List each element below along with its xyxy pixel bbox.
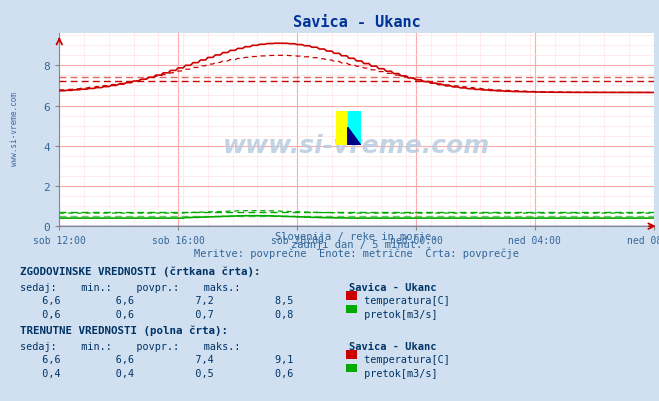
Text: Meritve: povprečne  Enote: metrične  Črta: povprečje: Meritve: povprečne Enote: metrične Črta:… xyxy=(194,246,519,258)
Text: www.si-vreme.com: www.si-vreme.com xyxy=(223,134,490,158)
Text: Savica - Ukanc: Savica - Ukanc xyxy=(349,341,437,351)
Polygon shape xyxy=(348,128,360,146)
Text: pretok[m3/s]: pretok[m3/s] xyxy=(358,368,438,378)
Text: www.si-vreme.com: www.si-vreme.com xyxy=(10,91,19,165)
Title: Savica - Ukanc: Savica - Ukanc xyxy=(293,15,420,30)
Text: zadnji dan / 5 minut.: zadnji dan / 5 minut. xyxy=(291,240,422,250)
Text: temperatura[C]: temperatura[C] xyxy=(358,296,450,306)
Text: 6,6         6,6          7,2          8,5: 6,6 6,6 7,2 8,5 xyxy=(30,296,293,306)
Text: ZGODOVINSKE VREDNOSTI (črtkana črta):: ZGODOVINSKE VREDNOSTI (črtkana črta): xyxy=(20,266,260,276)
Text: TRENUTNE VREDNOSTI (polna črta):: TRENUTNE VREDNOSTI (polna črta): xyxy=(20,325,228,335)
Text: Savica - Ukanc: Savica - Ukanc xyxy=(349,282,437,292)
Text: 0,6         0,6          0,7          0,8: 0,6 0,6 0,7 0,8 xyxy=(30,309,293,319)
Text: temperatura[C]: temperatura[C] xyxy=(358,354,450,365)
Text: pretok[m3/s]: pretok[m3/s] xyxy=(358,309,438,319)
Text: sedaj:    min.:    povpr.:    maks.:: sedaj: min.: povpr.: maks.: xyxy=(20,282,241,292)
Text: Slovenija / reke in morje.: Slovenija / reke in morje. xyxy=(275,231,438,241)
Polygon shape xyxy=(348,111,360,146)
Text: sedaj:    min.:    povpr.:    maks.:: sedaj: min.: povpr.: maks.: xyxy=(20,341,241,351)
Text: 6,6         6,6          7,4          9,1: 6,6 6,6 7,4 9,1 xyxy=(30,354,293,365)
Text: 0,4         0,4          0,5          0,6: 0,4 0,4 0,5 0,6 xyxy=(30,368,293,378)
